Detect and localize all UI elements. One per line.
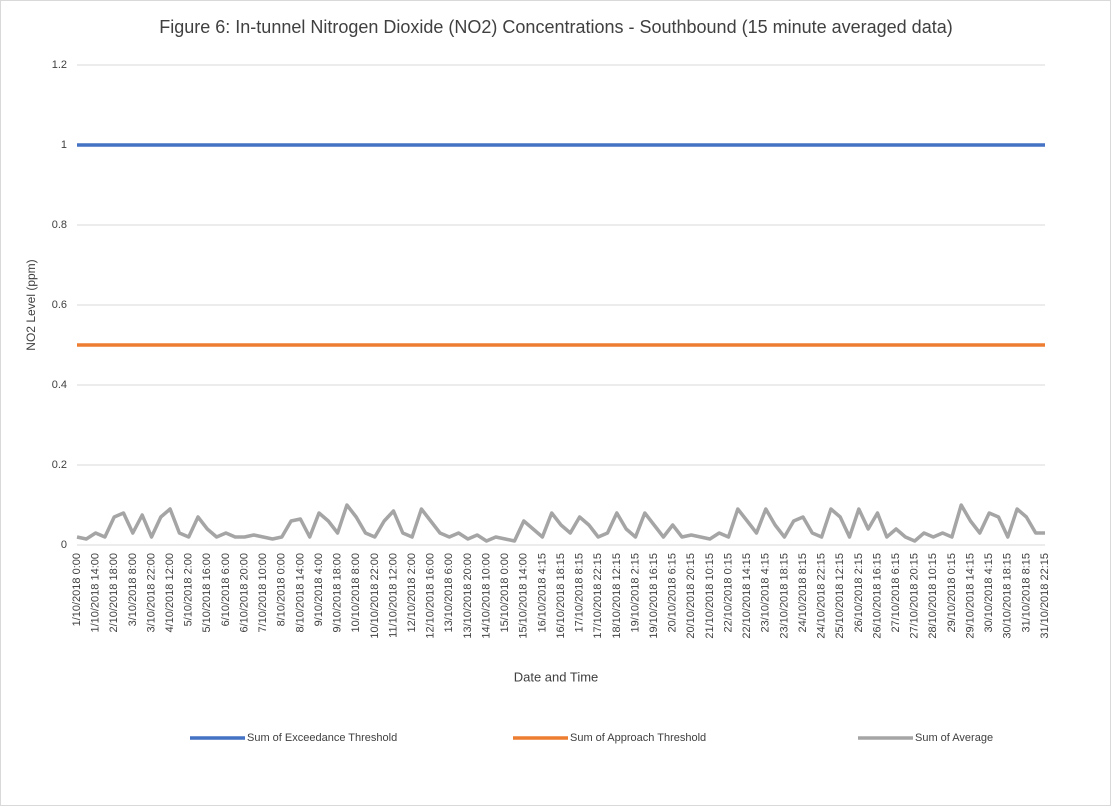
x-tick-label: 24/10/2018 22:15	[816, 553, 828, 639]
y-tick-label: 1.2	[52, 59, 67, 71]
x-tick-label: 8/10/2018 0:00	[276, 553, 288, 626]
x-tick-label: 11/10/2018 12:00	[387, 553, 399, 638]
x-tick-label: 13/10/2018 6:00	[443, 553, 455, 633]
y-tick-label: 0.8	[52, 219, 67, 231]
x-tick-label: 18/10/2018 12:15	[611, 553, 623, 639]
x-tick-label: 6/10/2018 6:00	[220, 553, 232, 626]
y-tick-label: 0.2	[52, 459, 67, 471]
x-tick-label: 19/10/2018 16:15	[648, 553, 660, 639]
x-tick-label: 30/10/2018 18:15	[1002, 553, 1014, 639]
x-tick-label: 5/10/2018 16:00	[201, 553, 213, 633]
x-axis-label: Date and Time	[514, 669, 599, 684]
x-tick-label: 20/10/2018 6:15	[667, 553, 679, 633]
x-tick-label: 15/10/2018 14:00	[518, 553, 530, 639]
x-tick-label: 22/10/2018 0:15	[722, 553, 734, 633]
x-tick-label: 3/10/2018 8:00	[127, 553, 139, 626]
x-tick-label: 1/10/2018 14:00	[90, 553, 102, 633]
x-tick-label: 9/10/2018 4:00	[313, 553, 325, 626]
x-tick-label: 16/10/2018 18:15	[555, 553, 567, 639]
x-tick-label: 8/10/2018 14:00	[294, 553, 306, 633]
x-tick-label: 31/10/2018 22:15	[1039, 553, 1051, 639]
x-tick-label: 4/10/2018 12:00	[164, 553, 176, 633]
x-tick-label: 29/10/2018 14:15	[964, 553, 976, 639]
y-axis-label: NO2 Level (ppm)	[24, 259, 38, 350]
x-tick-label: 17/10/2018 8:15	[574, 553, 586, 633]
x-tick-label: 28/10/2018 10:15	[927, 553, 939, 639]
x-tick-label: 3/10/2018 22:00	[145, 553, 157, 633]
x-tick-label: 27/10/2018 6:15	[890, 553, 902, 633]
y-tick-label: 0.6	[52, 299, 67, 311]
x-tick-label: 19/10/2018 2:15	[629, 553, 641, 633]
x-tick-label: 25/10/2018 12:15	[834, 553, 846, 639]
x-tick-label: 9/10/2018 18:00	[332, 553, 344, 633]
x-tick-label: 26/10/2018 16:15	[871, 553, 883, 639]
y-tick-label: 1	[61, 139, 67, 151]
x-tick-label: 6/10/2018 20:00	[238, 553, 250, 633]
x-tick-label: 31/10/2018 8:15	[1020, 553, 1032, 633]
x-tick-label: 30/10/2018 4:15	[983, 553, 995, 633]
x-tick-label: 23/10/2018 18:15	[778, 553, 790, 639]
x-tick-label: 13/10/2018 20:00	[462, 553, 474, 639]
x-tick-label: 23/10/2018 4:15	[760, 553, 772, 633]
x-tick-label: 12/10/2018 2:00	[406, 553, 418, 633]
y-tick-label: 0.4	[52, 379, 67, 391]
x-tick-label: 2/10/2018 18:00	[108, 553, 120, 633]
x-tick-label: 29/10/2018 0:15	[946, 553, 958, 633]
x-tick-label: 22/10/2018 14:15	[741, 553, 753, 639]
x-tick-label: 12/10/2018 16:00	[425, 553, 437, 639]
x-tick-label: 24/10/2018 8:15	[797, 553, 809, 633]
x-tick-label: 14/10/2018 10:00	[480, 553, 492, 639]
x-tick-label: 20/10/2018 20:15	[685, 553, 697, 639]
x-tick-label: 5/10/2018 2:00	[183, 553, 195, 626]
x-tick-label: 1/10/2018 0:00	[71, 553, 83, 626]
x-tick-label: 17/10/2018 22:15	[592, 553, 604, 639]
x-tick-label: 7/10/2018 10:00	[257, 553, 269, 633]
x-tick-label: 27/10/2018 20:15	[909, 553, 921, 639]
x-tick-label: 10/10/2018 22:00	[369, 553, 381, 639]
y-tick-label: 0	[61, 539, 67, 551]
x-tick-label: 26/10/2018 2:15	[853, 553, 865, 633]
x-tick-label: 16/10/2018 4:15	[536, 553, 548, 633]
x-tick-label: 15/10/2018 0:00	[499, 553, 511, 633]
legend-label: Sum of Exceedance Threshold	[247, 732, 397, 744]
series-line	[76, 503, 1045, 543]
legend-label: Sum of Average	[915, 732, 993, 744]
legend-label: Sum of Approach Threshold	[570, 732, 706, 744]
x-tick-label: 21/10/2018 10:15	[704, 553, 716, 639]
x-tick-label: 10/10/2018 8:00	[350, 553, 362, 633]
chart-title: Figure 6: In-tunnel Nitrogen Dioxide (NO…	[159, 17, 953, 37]
